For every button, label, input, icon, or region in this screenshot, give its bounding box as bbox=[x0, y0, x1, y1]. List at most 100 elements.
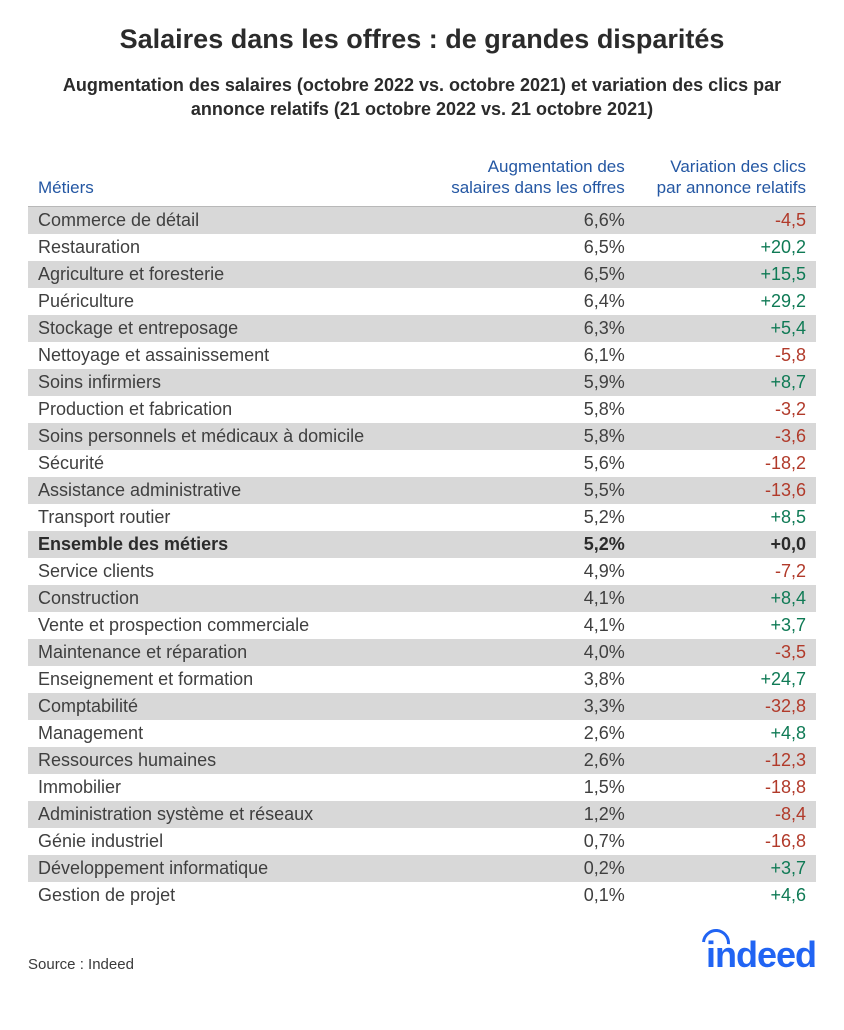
cell-variation: +8,7 bbox=[635, 369, 816, 396]
cell-variation: -13,6 bbox=[635, 477, 816, 504]
col-header-salaire: Augmentation des salaires dans les offre… bbox=[422, 152, 635, 207]
cell-variation: -18,2 bbox=[635, 450, 816, 477]
table-row: Assistance administrative5,5%-13,6 bbox=[28, 477, 816, 504]
cell-variation: +0,0 bbox=[635, 531, 816, 558]
cell-variation: -12,3 bbox=[635, 747, 816, 774]
table-row: Stockage et entreposage6,3%+5,4 bbox=[28, 315, 816, 342]
cell-metier: Commerce de détail bbox=[28, 207, 422, 235]
table-row: Vente et prospection commerciale4,1%+3,7 bbox=[28, 612, 816, 639]
cell-salaire: 5,8% bbox=[422, 423, 635, 450]
cell-metier: Nettoyage et assainissement bbox=[28, 342, 422, 369]
cell-salaire: 4,1% bbox=[422, 585, 635, 612]
cell-variation: -4,5 bbox=[635, 207, 816, 235]
cell-salaire: 6,1% bbox=[422, 342, 635, 369]
table-row: Restauration6,5%+20,2 bbox=[28, 234, 816, 261]
cell-variation: -7,2 bbox=[635, 558, 816, 585]
cell-salaire: 2,6% bbox=[422, 747, 635, 774]
table-row: Construction4,1%+8,4 bbox=[28, 585, 816, 612]
cell-variation: +20,2 bbox=[635, 234, 816, 261]
cell-variation: +24,7 bbox=[635, 666, 816, 693]
cell-metier: Management bbox=[28, 720, 422, 747]
cell-salaire: 5,8% bbox=[422, 396, 635, 423]
table-row: Service clients4,9%-7,2 bbox=[28, 558, 816, 585]
table-row: Nettoyage et assainissement6,1%-5,8 bbox=[28, 342, 816, 369]
cell-metier: Soins personnels et médicaux à domicile bbox=[28, 423, 422, 450]
chart-subtitle: Augmentation des salaires (octobre 2022 … bbox=[28, 73, 816, 122]
table-row: Immobilier1,5%-18,8 bbox=[28, 774, 816, 801]
cell-metier: Transport routier bbox=[28, 504, 422, 531]
cell-salaire: 5,2% bbox=[422, 504, 635, 531]
cell-metier: Assistance administrative bbox=[28, 477, 422, 504]
cell-salaire: 5,6% bbox=[422, 450, 635, 477]
cell-salaire: 6,5% bbox=[422, 234, 635, 261]
cell-salaire: 4,1% bbox=[422, 612, 635, 639]
cell-variation: +3,7 bbox=[635, 855, 816, 882]
table-row: Administration système et réseaux1,2%-8,… bbox=[28, 801, 816, 828]
cell-metier: Administration système et réseaux bbox=[28, 801, 422, 828]
table-row: Maintenance et réparation4,0%-3,5 bbox=[28, 639, 816, 666]
cell-salaire: 3,3% bbox=[422, 693, 635, 720]
table-row: Puériculture6,4%+29,2 bbox=[28, 288, 816, 315]
table-row: Ressources humaines2,6%-12,3 bbox=[28, 747, 816, 774]
cell-metier: Stockage et entreposage bbox=[28, 315, 422, 342]
cell-variation: +8,5 bbox=[635, 504, 816, 531]
chart-title: Salaires dans les offres : de grandes di… bbox=[28, 24, 816, 55]
cell-salaire: 6,4% bbox=[422, 288, 635, 315]
cell-variation: +4,8 bbox=[635, 720, 816, 747]
cell-salaire: 3,8% bbox=[422, 666, 635, 693]
table-row: Commerce de détail6,6%-4,5 bbox=[28, 207, 816, 235]
cell-variation: -16,8 bbox=[635, 828, 816, 855]
cell-metier: Génie industriel bbox=[28, 828, 422, 855]
cell-variation: -18,8 bbox=[635, 774, 816, 801]
salary-table: Métiers Augmentation des salaires dans l… bbox=[28, 152, 816, 910]
cell-metier: Production et fabrication bbox=[28, 396, 422, 423]
cell-variation: +3,7 bbox=[635, 612, 816, 639]
cell-variation: +4,6 bbox=[635, 882, 816, 909]
table-row: Soins infirmiers5,9%+8,7 bbox=[28, 369, 816, 396]
table-row: Production et fabrication5,8%-3,2 bbox=[28, 396, 816, 423]
cell-metier: Vente et prospection commerciale bbox=[28, 612, 422, 639]
cell-variation: -5,8 bbox=[635, 342, 816, 369]
cell-variation: -3,2 bbox=[635, 396, 816, 423]
cell-salaire: 1,5% bbox=[422, 774, 635, 801]
cell-metier: Gestion de projet bbox=[28, 882, 422, 909]
table-row: Agriculture et foresterie6,5%+15,5 bbox=[28, 261, 816, 288]
cell-salaire: 5,9% bbox=[422, 369, 635, 396]
cell-salaire: 4,0% bbox=[422, 639, 635, 666]
col-header-metier: Métiers bbox=[28, 152, 422, 207]
table-row: Management2,6%+4,8 bbox=[28, 720, 816, 747]
cell-variation: +8,4 bbox=[635, 585, 816, 612]
cell-variation: +5,4 bbox=[635, 315, 816, 342]
table-row: Gestion de projet0,1%+4,6 bbox=[28, 882, 816, 909]
cell-metier: Restauration bbox=[28, 234, 422, 261]
cell-metier: Maintenance et réparation bbox=[28, 639, 422, 666]
cell-metier: Agriculture et foresterie bbox=[28, 261, 422, 288]
indeed-logo: indeed bbox=[706, 927, 816, 973]
cell-salaire: 0,7% bbox=[422, 828, 635, 855]
cell-salaire: 5,2% bbox=[422, 531, 635, 558]
table-row: Génie industriel0,7%-16,8 bbox=[28, 828, 816, 855]
table-row: Développement informatique0,2%+3,7 bbox=[28, 855, 816, 882]
cell-variation: -8,4 bbox=[635, 801, 816, 828]
cell-salaire: 0,1% bbox=[422, 882, 635, 909]
cell-metier: Puériculture bbox=[28, 288, 422, 315]
cell-metier: Sécurité bbox=[28, 450, 422, 477]
source-label: Source : Indeed bbox=[28, 956, 134, 973]
cell-metier: Enseignement et formation bbox=[28, 666, 422, 693]
table-row: Soins personnels et médicaux à domicile5… bbox=[28, 423, 816, 450]
cell-metier: Comptabilité bbox=[28, 693, 422, 720]
cell-metier: Construction bbox=[28, 585, 422, 612]
cell-salaire: 1,2% bbox=[422, 801, 635, 828]
table-row: Ensemble des métiers5,2%+0,0 bbox=[28, 531, 816, 558]
cell-salaire: 4,9% bbox=[422, 558, 635, 585]
cell-metier: Service clients bbox=[28, 558, 422, 585]
cell-variation: -3,5 bbox=[635, 639, 816, 666]
cell-metier: Développement informatique bbox=[28, 855, 422, 882]
cell-salaire: 0,2% bbox=[422, 855, 635, 882]
cell-metier: Ensemble des métiers bbox=[28, 531, 422, 558]
cell-variation: +15,5 bbox=[635, 261, 816, 288]
table-row: Enseignement et formation3,8%+24,7 bbox=[28, 666, 816, 693]
col-header-variation: Variation des clics par annonce relatifs bbox=[635, 152, 816, 207]
table-body: Commerce de détail6,6%-4,5Restauration6,… bbox=[28, 207, 816, 910]
cell-salaire: 2,6% bbox=[422, 720, 635, 747]
